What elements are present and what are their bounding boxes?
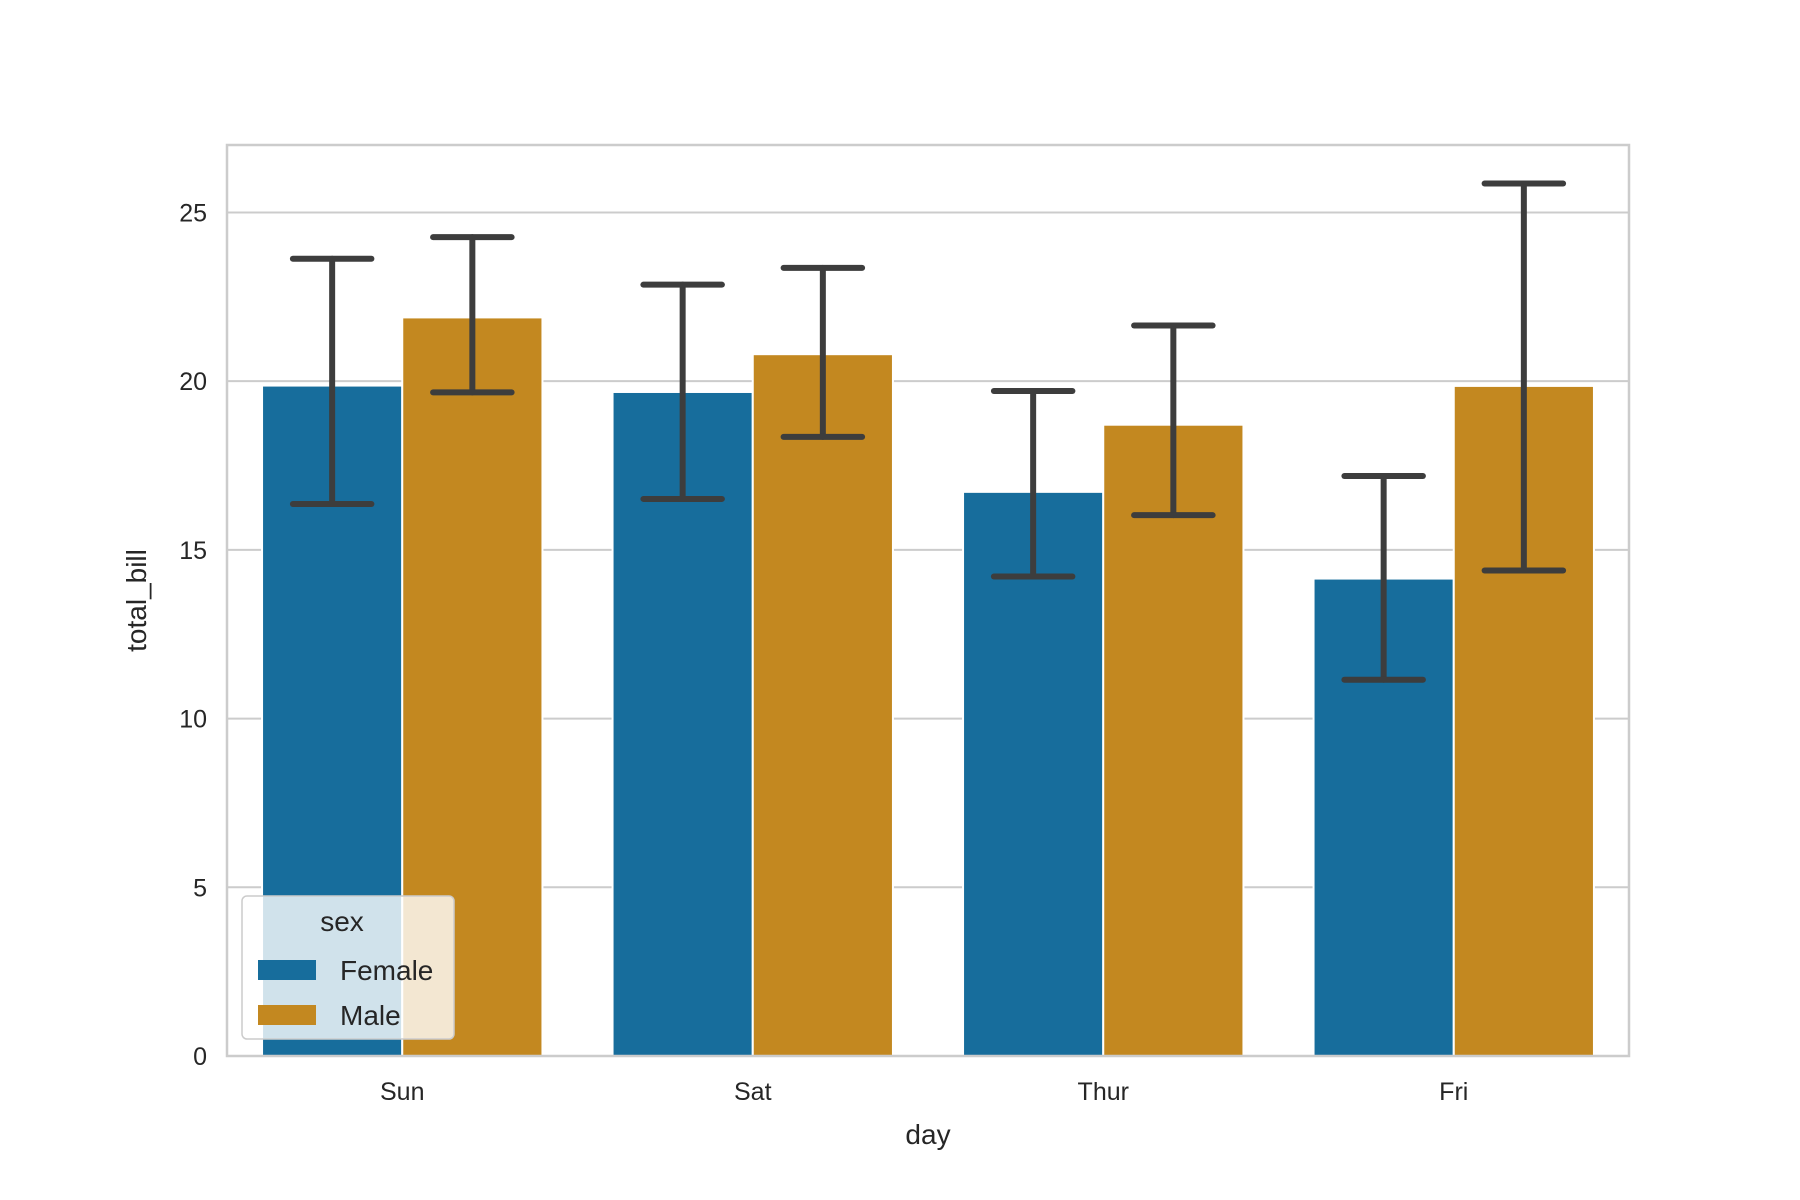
error-bar-male-thur: [1131, 322, 1216, 519]
x-tick-label-thur: Thur: [1078, 1078, 1129, 1106]
legend: sex Female Male: [241, 895, 455, 1040]
x-axis-label: day: [905, 1119, 950, 1150]
plot-frame: [225, 143, 1631, 1058]
y-tick-label: 20: [179, 368, 207, 396]
error-bar-female-thur: [990, 387, 1076, 580]
bar-male-thur: [1102, 423, 1245, 1057]
legend-label-female: Female: [340, 955, 433, 986]
x-tick-labels: Sun Sat Thur Fri: [380, 1078, 1468, 1106]
x-tick-label-sun: Sun: [380, 1078, 424, 1106]
y-tick-labels: 0 5 10 15 20 25: [179, 199, 207, 1071]
legend-swatch-female: [258, 960, 316, 980]
y-tick-label: 10: [179, 706, 207, 734]
x-tick-label-sat: Sat: [734, 1078, 772, 1106]
x-tick-label-fri: Fri: [1439, 1078, 1468, 1106]
y-tick-label: 5: [193, 874, 207, 902]
legend-box: [241, 895, 455, 1040]
y-tick-label: 25: [179, 199, 207, 227]
error-bar-male-sun: [430, 234, 515, 396]
error-bar-female-sun: [289, 255, 375, 508]
y-axis-label: total_bill: [121, 549, 152, 652]
legend-swatch-male: [258, 1005, 316, 1025]
error-bar-female-sat: [640, 281, 725, 502]
legend-label-male: Male: [340, 1000, 401, 1031]
y-tick-label: 15: [179, 537, 207, 565]
error-bar-male-fri: [1481, 180, 1567, 574]
error-bar-female-fri: [1341, 472, 1426, 683]
error-bar-male-sat: [780, 264, 866, 440]
y-tick-label: 0: [193, 1043, 207, 1071]
legend-title: sex: [320, 906, 364, 937]
bar-male-sat: [751, 353, 894, 1058]
error-bars: [289, 180, 1567, 683]
